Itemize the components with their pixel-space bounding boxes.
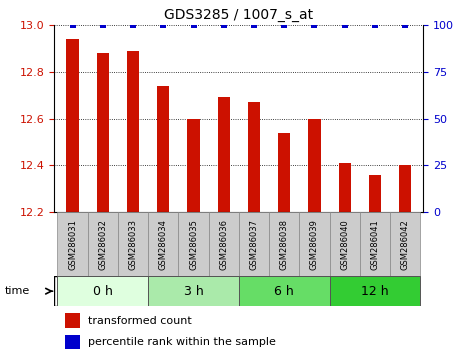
Text: GSM286042: GSM286042 xyxy=(401,219,410,270)
Bar xyxy=(65,335,80,349)
Bar xyxy=(239,212,269,276)
Bar xyxy=(88,212,118,276)
Bar xyxy=(399,165,411,212)
Bar xyxy=(218,97,230,212)
Bar xyxy=(57,276,148,306)
Bar xyxy=(330,276,420,306)
Point xyxy=(99,22,106,28)
Text: time: time xyxy=(5,286,30,296)
Bar xyxy=(67,39,79,212)
Text: GSM286037: GSM286037 xyxy=(249,219,258,270)
Bar xyxy=(148,276,239,306)
Bar xyxy=(148,212,178,276)
Point xyxy=(69,22,76,28)
Bar xyxy=(248,102,260,212)
Text: 6 h: 6 h xyxy=(274,285,294,298)
Bar xyxy=(187,119,200,212)
Bar xyxy=(57,212,88,276)
Text: GSM286039: GSM286039 xyxy=(310,219,319,270)
Bar xyxy=(308,119,321,212)
Bar xyxy=(369,175,381,212)
Point xyxy=(159,22,167,28)
Point xyxy=(190,22,197,28)
Text: percentile rank within the sample: percentile rank within the sample xyxy=(88,337,275,347)
Point xyxy=(402,22,409,28)
Bar xyxy=(127,51,139,212)
Bar xyxy=(330,212,360,276)
Text: 3 h: 3 h xyxy=(184,285,203,298)
Text: GSM286034: GSM286034 xyxy=(159,219,168,270)
Text: GSM286031: GSM286031 xyxy=(68,219,77,270)
Text: transformed count: transformed count xyxy=(88,315,192,326)
Bar xyxy=(97,53,109,212)
Bar xyxy=(299,212,330,276)
Bar xyxy=(278,133,290,212)
Text: GSM286038: GSM286038 xyxy=(280,219,289,270)
Bar xyxy=(390,212,420,276)
Text: GSM286033: GSM286033 xyxy=(129,219,138,270)
Text: GSM286036: GSM286036 xyxy=(219,219,228,270)
Point xyxy=(280,22,288,28)
Text: GSM286040: GSM286040 xyxy=(340,219,349,270)
Point xyxy=(311,22,318,28)
Text: GSM286041: GSM286041 xyxy=(370,219,379,270)
Text: 12 h: 12 h xyxy=(361,285,389,298)
Point xyxy=(341,22,349,28)
Bar xyxy=(118,212,148,276)
Bar xyxy=(178,212,209,276)
Bar xyxy=(209,212,239,276)
Text: 0 h: 0 h xyxy=(93,285,113,298)
Point xyxy=(220,22,228,28)
Bar xyxy=(157,86,169,212)
Text: GSM286032: GSM286032 xyxy=(98,219,107,270)
Bar xyxy=(239,276,330,306)
Bar xyxy=(360,212,390,276)
Bar xyxy=(65,313,80,328)
Text: GSM286035: GSM286035 xyxy=(189,219,198,270)
Point xyxy=(250,22,258,28)
Bar xyxy=(269,212,299,276)
Point xyxy=(371,22,379,28)
Point xyxy=(129,22,137,28)
Title: GDS3285 / 1007_s_at: GDS3285 / 1007_s_at xyxy=(164,8,314,22)
Bar xyxy=(339,163,351,212)
